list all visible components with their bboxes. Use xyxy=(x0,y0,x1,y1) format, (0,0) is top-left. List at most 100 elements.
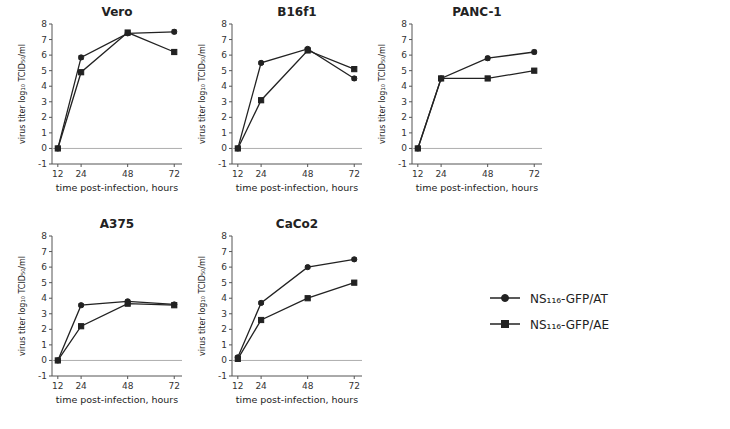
y-tick xyxy=(229,282,232,283)
y-tick-label: 3 xyxy=(41,309,47,319)
zero-line xyxy=(52,148,182,149)
x-tick-label: 72 xyxy=(169,169,180,179)
y-tick xyxy=(49,132,52,133)
y-tick xyxy=(49,148,52,149)
data-point xyxy=(352,257,357,262)
y-tick-label: 7 xyxy=(221,247,227,257)
series-line xyxy=(238,259,354,357)
y-tick-label: 6 xyxy=(401,50,407,60)
x-tick-label: 24 xyxy=(255,169,267,179)
y-tick-label: 1 xyxy=(41,128,47,138)
y-tick-label: 4 xyxy=(41,293,47,303)
series-line xyxy=(238,49,354,149)
y-tick xyxy=(409,164,412,165)
y-tick xyxy=(49,251,52,252)
y-tick xyxy=(49,329,52,330)
data-point xyxy=(235,146,240,151)
y-axis-line xyxy=(232,24,233,164)
data-point xyxy=(235,356,240,361)
y-tick-label: 7 xyxy=(41,247,47,257)
y-tick xyxy=(229,251,232,252)
y-tick xyxy=(229,164,232,165)
data-point xyxy=(235,146,240,151)
x-tick xyxy=(174,164,175,167)
y-tick-label: 1 xyxy=(221,128,227,138)
y-tick-label: 8 xyxy=(221,19,227,29)
x-tick-label: 72 xyxy=(349,381,360,391)
zero-line xyxy=(412,148,542,149)
plot-area xyxy=(232,257,362,362)
series-line xyxy=(58,301,174,360)
y-tick-label: 6 xyxy=(221,50,227,60)
plot-area xyxy=(52,299,182,363)
series-line xyxy=(238,283,354,359)
data-point xyxy=(79,303,84,308)
panel: CaCo2-101234567812244872time post-infect… xyxy=(198,217,362,405)
x-axis-label: time post-infection, hours xyxy=(236,182,358,193)
x-tick xyxy=(127,376,128,379)
legend-marker xyxy=(502,295,509,302)
y-tick xyxy=(229,101,232,102)
panel-title: PANC-1 xyxy=(452,5,501,19)
data-point xyxy=(55,146,60,151)
y-tick xyxy=(409,70,412,71)
legend: NS₁₁₆-GFP/ATNS₁₁₆-GFP/AE xyxy=(490,292,609,332)
x-tick xyxy=(354,376,355,379)
data-point xyxy=(352,280,357,285)
y-tick xyxy=(409,117,412,118)
data-point xyxy=(485,76,490,81)
data-point xyxy=(55,358,60,363)
panel-title: CaCo2 xyxy=(276,217,318,231)
data-point xyxy=(532,49,537,54)
x-tick-label: 72 xyxy=(529,169,540,179)
data-point xyxy=(125,301,130,306)
x-tick-label: 72 xyxy=(349,169,360,179)
y-tick-label: 3 xyxy=(221,309,227,319)
data-point xyxy=(259,317,264,322)
x-tick-label: 24 xyxy=(75,381,87,391)
data-point xyxy=(305,265,310,270)
y-tick-label: 4 xyxy=(221,293,227,303)
panel: Vero-101234567812244872time post-infecti… xyxy=(18,5,182,193)
data-point xyxy=(172,29,177,34)
y-tick-label: -1 xyxy=(38,159,47,169)
data-point xyxy=(125,30,130,35)
x-axis-line xyxy=(412,164,542,165)
y-tick-label: 1 xyxy=(41,340,47,350)
y-tick-label: 4 xyxy=(221,81,227,91)
x-tick xyxy=(81,376,82,379)
y-tick xyxy=(229,24,232,25)
y-tick-label: 6 xyxy=(41,262,47,272)
y-tick xyxy=(409,39,412,40)
y-tick xyxy=(409,148,412,149)
x-tick xyxy=(441,164,442,167)
y-tick xyxy=(409,24,412,25)
y-axis-label: virus titer log₁₀ TCID₅₀/ml xyxy=(378,44,387,144)
y-tick-label: 5 xyxy=(221,66,227,76)
y-tick xyxy=(229,329,232,330)
y-tick xyxy=(229,55,232,56)
y-axis-line xyxy=(52,24,53,164)
x-tick xyxy=(174,376,175,379)
x-tick-label: 12 xyxy=(232,169,243,179)
error-bar xyxy=(352,77,357,81)
x-tick xyxy=(534,164,535,167)
x-axis-line xyxy=(232,376,362,377)
data-point xyxy=(532,68,537,73)
y-tick xyxy=(409,55,412,56)
y-tick-label: 0 xyxy=(221,143,227,153)
y-tick-label: 8 xyxy=(401,19,407,29)
panel: A375-101234567812244872time post-infecti… xyxy=(18,217,182,405)
y-tick xyxy=(49,313,52,314)
y-tick-label: 6 xyxy=(221,262,227,272)
data-point xyxy=(415,146,420,151)
y-axis-label: virus titer log₁₀ TCID₅₀/ml xyxy=(18,256,27,356)
data-point xyxy=(439,76,444,81)
x-tick-label: 48 xyxy=(302,169,314,179)
plot-area xyxy=(52,29,182,151)
y-tick xyxy=(49,376,52,377)
x-tick xyxy=(417,164,418,167)
y-tick-label: 0 xyxy=(221,355,227,365)
plot-area xyxy=(412,49,542,151)
y-tick xyxy=(229,70,232,71)
